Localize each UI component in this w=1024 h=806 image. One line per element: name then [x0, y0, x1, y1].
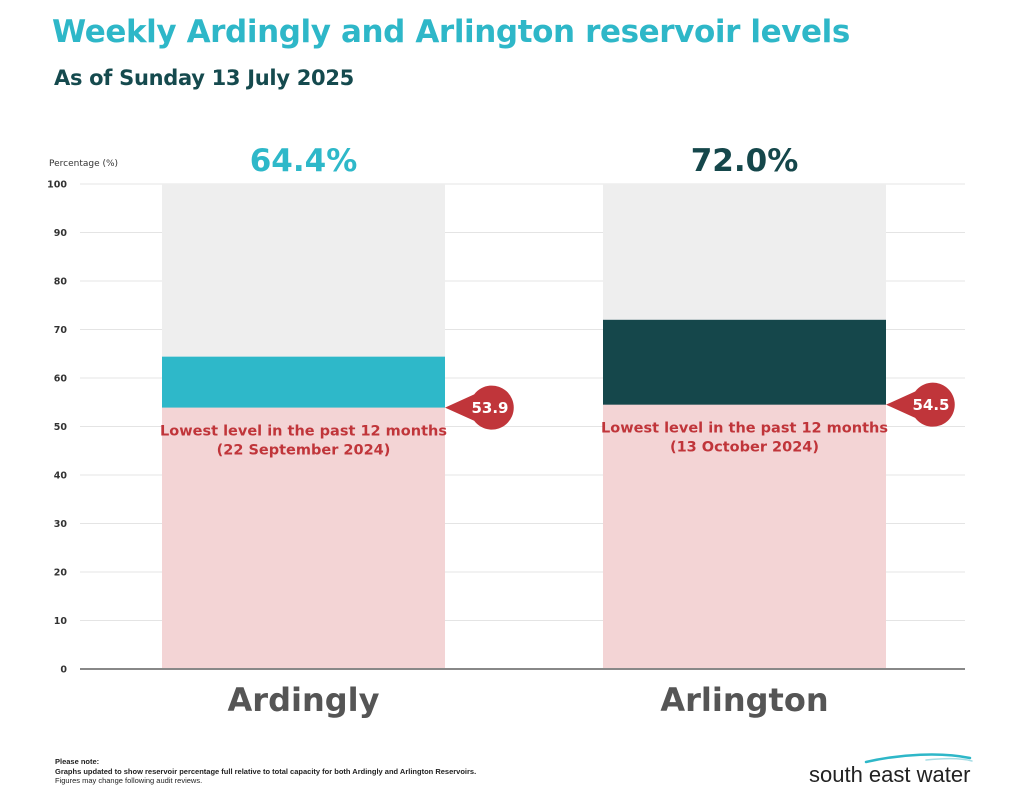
lowest-level-marker	[445, 385, 514, 430]
y-tick-label: 0	[60, 665, 67, 676]
y-tick-label: 10	[54, 616, 68, 627]
page-subtitle: As of Sunday 13 July 2025	[54, 66, 354, 90]
y-axis-label: Percentage (%)	[49, 159, 118, 169]
south-east-water-logo: south east water	[806, 752, 976, 794]
note-line-2: Figures may change following audit revie…	[55, 776, 203, 785]
note-title: Please note:	[55, 757, 100, 766]
lowest-level-date: (22 September 2024)	[217, 443, 391, 459]
lowest-level-text: Lowest level in the past 12 months	[601, 421, 888, 437]
y-tick-label: 70	[54, 325, 68, 336]
page-title: Weekly Ardingly and Arlington reservoir …	[52, 14, 850, 50]
value-label-arlington: 72.0%	[691, 143, 799, 179]
lowest-level-marker	[886, 382, 955, 427]
y-tick-label: 60	[54, 374, 68, 385]
y-tick-label: 80	[54, 277, 68, 288]
logo-text: south east water	[809, 762, 971, 787]
logo-wave-icon	[864, 753, 973, 764]
category-label-arlington: Arlington	[660, 681, 828, 719]
lowest-level-value: 53.9	[471, 399, 508, 417]
lowest-level-text: Lowest level in the past 12 months	[160, 424, 447, 440]
y-tick-label: 100	[47, 180, 67, 191]
footer-note: Please note: Graphs updated to show rese…	[55, 757, 476, 786]
lowest-level-value: 54.5	[912, 396, 949, 414]
y-tick-label: 30	[54, 519, 68, 530]
y-tick-label: 50	[54, 422, 68, 433]
lowest-level-bar	[162, 407, 445, 669]
value-label-ardingly: 64.4%	[250, 143, 358, 179]
y-tick-label: 90	[54, 228, 68, 239]
y-tick-label: 40	[54, 471, 68, 482]
note-line-1: Graphs updated to show reservoir percent…	[55, 766, 477, 776]
lowest-level-date: (13 October 2024)	[670, 440, 819, 456]
y-tick-label: 20	[54, 568, 68, 579]
category-label-ardingly: Ardingly	[228, 681, 380, 719]
lowest-level-bar	[603, 404, 886, 669]
